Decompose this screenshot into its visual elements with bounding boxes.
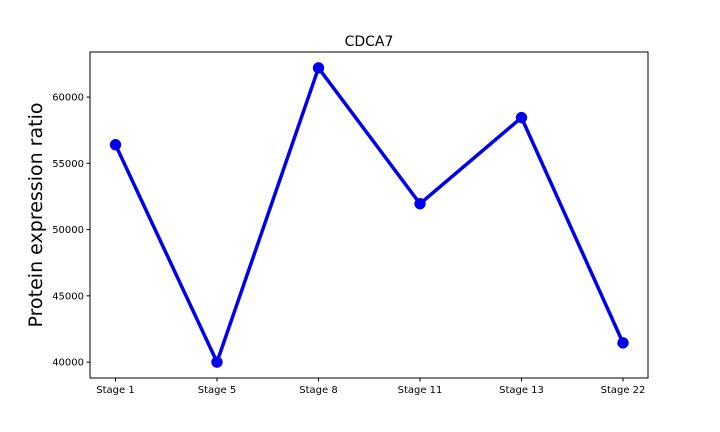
chart-title: CDCA7 (345, 34, 394, 50)
data-point (515, 111, 528, 124)
y-tick-label: 60000 (52, 93, 84, 104)
x-axis: Stage 1 Stage 5 Stage 8 Stage 11 Stage 13 Sta… (96, 378, 645, 396)
x-tick-label: Stage 11 (398, 385, 443, 396)
x-tick-label: Stage 22 (601, 385, 646, 396)
data-point (109, 139, 122, 151)
plot-area (89, 51, 649, 379)
y-axis: 40000 45000 50000 55000 60000 (52, 93, 90, 369)
y-tick-label: 55000 (52, 159, 84, 170)
x-tick-label: Stage 8 (299, 385, 337, 396)
series-line (113, 66, 625, 364)
y-tick-label: 40000 (52, 358, 84, 369)
data-point (414, 197, 426, 210)
y-axis-label: Protein expression ratio (25, 103, 47, 328)
data-point (211, 356, 223, 368)
x-tick-label: Stage 13 (499, 385, 544, 396)
data-point (312, 62, 325, 74)
x-tick-label: Stage 5 (198, 385, 236, 396)
series-layer (109, 62, 629, 368)
y-tick-label: 50000 (52, 225, 84, 236)
y-tick-label: 45000 (52, 291, 84, 302)
data-point (617, 337, 629, 349)
x-tick-label: Stage 1 (96, 385, 134, 396)
